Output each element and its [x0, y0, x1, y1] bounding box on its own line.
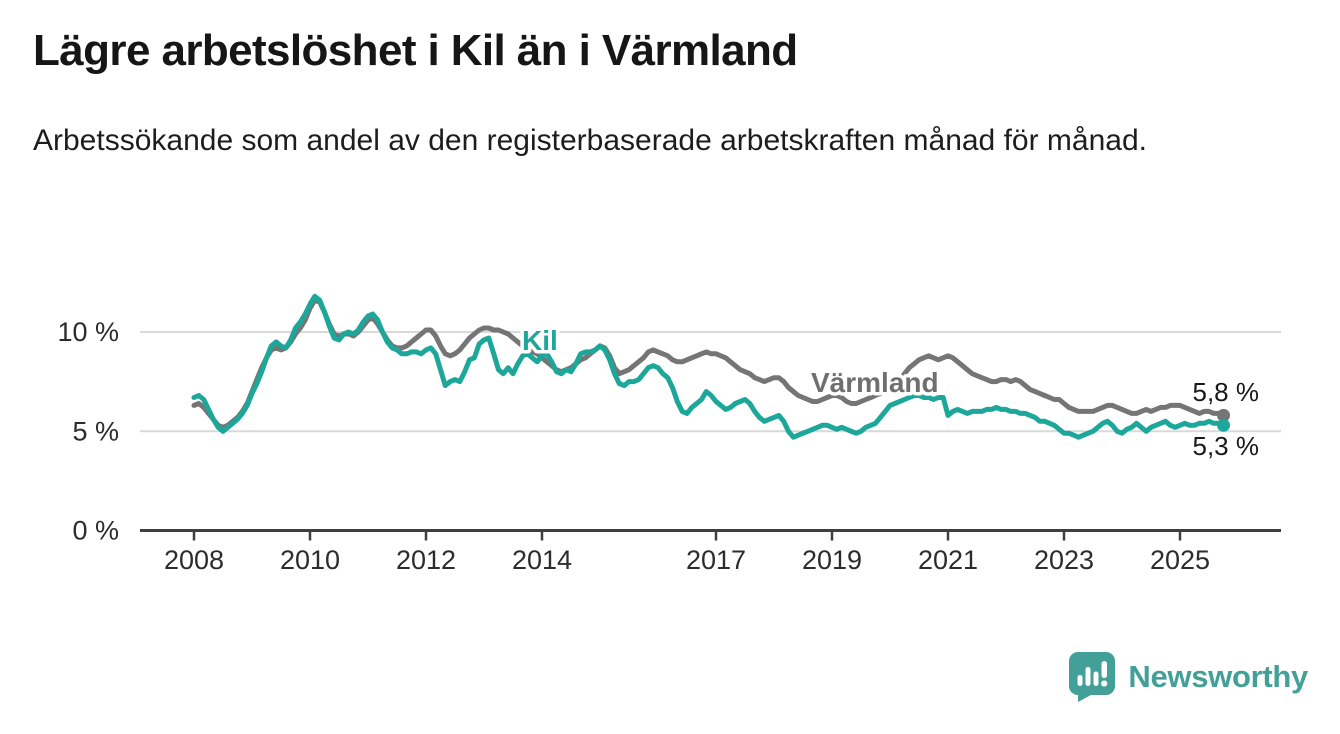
- kil-end-dot: [1217, 418, 1230, 432]
- x-tick-label: 2021: [918, 545, 978, 575]
- vrmland-end-dot: [1217, 408, 1230, 422]
- x-tick-label: 2012: [396, 545, 456, 575]
- x-tick-label: 2010: [280, 545, 340, 575]
- x-tick-label: 2017: [686, 545, 746, 575]
- newsworthy-logo: Newsworthy: [1069, 652, 1308, 702]
- bar-chart-speech-bubble-icon: [1069, 652, 1116, 702]
- chart-subtitle: Arbetssökande som andel av den registerb…: [33, 124, 1147, 157]
- x-tick-label: 2025: [1150, 545, 1210, 575]
- kil-line: [191, 293, 1226, 440]
- x-tick-label: 2014: [512, 545, 572, 575]
- x-tick-label: 2023: [1034, 545, 1094, 575]
- y-tick-label: 5 %: [72, 416, 119, 446]
- y-tick-label: 0 %: [72, 516, 119, 546]
- series-label-vrmland: Värmland: [811, 367, 939, 398]
- page-title: Lägre arbetslöshet i Kil än i Värmland: [33, 26, 798, 75]
- x-tick-label: 2019: [802, 545, 862, 575]
- x-tick-label: 2008: [164, 545, 224, 575]
- y-tick-label: 10 %: [57, 317, 119, 347]
- series-label-kil: Kil: [522, 325, 558, 356]
- line-chart: 2008 2010 2012 2014 2017 2019 2021 2023 2025 0 % 5…: [57, 293, 1281, 575]
- brand-name: Newsworthy: [1128, 659, 1308, 694]
- vrmland-line: [191, 297, 1226, 430]
- kil-end-value: 5,3 %: [1193, 431, 1260, 461]
- vrmland-end-value: 5,8 %: [1193, 377, 1260, 407]
